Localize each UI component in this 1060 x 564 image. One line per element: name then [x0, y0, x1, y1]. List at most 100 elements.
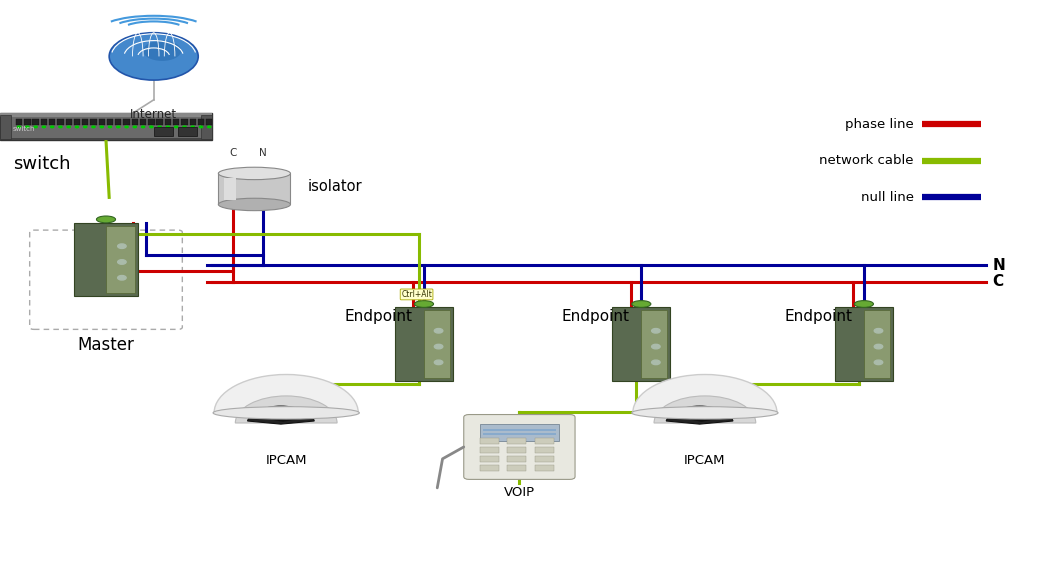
Circle shape	[435, 344, 443, 349]
Circle shape	[17, 126, 21, 128]
FancyBboxPatch shape	[464, 415, 575, 479]
Wedge shape	[654, 396, 756, 423]
Text: network cable: network cable	[819, 154, 914, 168]
Bar	[173, 119, 179, 125]
Circle shape	[141, 126, 145, 128]
Ellipse shape	[414, 301, 434, 307]
Bar	[483, 433, 556, 435]
Bar	[508, 456, 527, 462]
Circle shape	[652, 328, 660, 333]
Text: Endpoint: Endpoint	[562, 310, 630, 324]
Bar	[157, 119, 163, 125]
Wedge shape	[263, 411, 303, 422]
Circle shape	[158, 126, 161, 128]
Circle shape	[108, 126, 111, 128]
Ellipse shape	[96, 216, 116, 223]
Text: isolator: isolator	[307, 179, 363, 193]
Bar	[479, 447, 499, 453]
Bar	[479, 438, 499, 444]
Text: C: C	[992, 275, 1003, 289]
Bar	[201, 115, 212, 139]
Ellipse shape	[854, 301, 873, 307]
Bar	[82, 119, 88, 125]
Wedge shape	[666, 406, 734, 424]
Bar	[613, 307, 671, 381]
Circle shape	[59, 126, 61, 128]
Bar	[508, 465, 527, 471]
Bar	[0, 138, 212, 140]
Bar	[90, 119, 96, 125]
Circle shape	[51, 126, 54, 128]
Text: N: N	[992, 258, 1005, 272]
Circle shape	[182, 126, 187, 128]
Bar	[181, 119, 188, 125]
Bar	[835, 307, 894, 381]
Bar	[57, 119, 64, 125]
Circle shape	[118, 259, 126, 264]
Bar	[198, 119, 205, 125]
Bar	[154, 127, 173, 136]
Bar	[178, 127, 197, 136]
Circle shape	[874, 344, 883, 349]
Bar	[508, 438, 527, 444]
Text: phase line: phase line	[845, 117, 914, 131]
Bar	[479, 424, 560, 441]
Bar	[106, 226, 135, 293]
Ellipse shape	[632, 301, 651, 307]
Bar	[641, 310, 667, 378]
Ellipse shape	[213, 407, 359, 419]
Text: N: N	[259, 148, 267, 158]
Circle shape	[75, 126, 78, 128]
Circle shape	[92, 126, 95, 128]
Wedge shape	[633, 374, 777, 413]
Bar	[0, 113, 212, 117]
Circle shape	[118, 244, 126, 248]
Bar	[0, 115, 11, 139]
Text: Ctrl+Alt: Ctrl+Alt	[401, 290, 432, 299]
Bar	[131, 119, 138, 125]
Bar	[33, 119, 39, 125]
Circle shape	[199, 126, 202, 128]
Circle shape	[166, 126, 170, 128]
Circle shape	[143, 41, 181, 61]
Ellipse shape	[632, 407, 778, 419]
Circle shape	[134, 126, 137, 128]
Text: Endpoint: Endpoint	[344, 310, 412, 324]
Bar	[535, 438, 554, 444]
Wedge shape	[214, 374, 358, 413]
Bar	[116, 119, 122, 125]
Text: IPCAM: IPCAM	[684, 454, 726, 467]
Bar	[479, 456, 499, 462]
Bar	[535, 465, 554, 471]
Bar	[16, 119, 22, 125]
Text: Endpoint: Endpoint	[784, 310, 852, 324]
Text: VOIP: VOIP	[504, 486, 535, 499]
Circle shape	[208, 126, 211, 128]
Ellipse shape	[218, 199, 290, 211]
Circle shape	[109, 33, 198, 80]
Circle shape	[100, 126, 104, 128]
Circle shape	[125, 126, 128, 128]
Wedge shape	[247, 406, 315, 424]
Text: C: C	[230, 148, 236, 158]
Bar	[224, 178, 236, 200]
Bar	[148, 119, 155, 125]
Bar	[66, 119, 72, 125]
Text: Master: Master	[77, 336, 135, 354]
Circle shape	[118, 276, 126, 280]
Ellipse shape	[218, 167, 290, 179]
Text: Internet: Internet	[130, 108, 177, 121]
Text: IPCAM: IPCAM	[265, 454, 307, 467]
Bar	[49, 119, 55, 125]
Bar	[218, 173, 290, 205]
Bar	[535, 447, 554, 453]
Text: null line: null line	[861, 191, 914, 204]
Circle shape	[34, 126, 37, 128]
Bar	[24, 119, 31, 125]
Circle shape	[652, 360, 660, 364]
Circle shape	[67, 126, 70, 128]
Bar	[123, 119, 129, 125]
Bar	[107, 119, 113, 125]
Bar	[483, 429, 556, 431]
Bar	[40, 119, 47, 125]
